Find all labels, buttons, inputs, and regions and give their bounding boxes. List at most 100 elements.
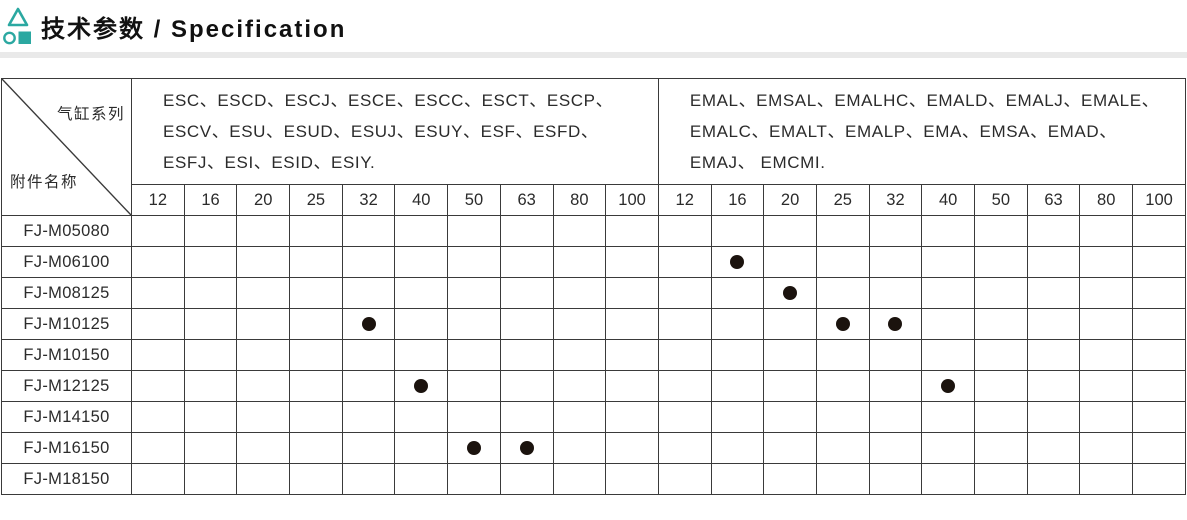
header-divider-strip (0, 52, 1187, 58)
cell-FJ-M14150-g2-80 (1079, 401, 1134, 433)
bore-size-header-g2-32: 32 (868, 184, 923, 216)
cell-FJ-M05080-g2-20 (763, 215, 817, 247)
bore-size-header-g1-40: 40 (394, 184, 449, 216)
cell-FJ-M06100-g2-16 (710, 246, 765, 278)
cell-FJ-M16150-g1-100 (605, 432, 659, 464)
cell-FJ-M14150-g1-50 (447, 401, 501, 433)
spec-row-FJ-M10150: FJ-M10150 (1, 339, 1186, 371)
cell-FJ-M16150-g1-12 (131, 432, 185, 464)
cell-FJ-M10125-g2-20 (763, 308, 817, 340)
cell-FJ-M10125-g1-32 (341, 308, 396, 340)
spec-row-FJ-M08125: FJ-M08125 (1, 277, 1186, 309)
cell-FJ-M06100-g2-100 (1132, 246, 1186, 278)
availability-dot (835, 316, 850, 331)
cell-FJ-M10150-g2-25 (815, 339, 870, 371)
cell-FJ-M05080-g1-50 (447, 215, 501, 247)
accessory-name: FJ-M12125 (1, 370, 132, 402)
cell-FJ-M16150-g2-16 (710, 432, 765, 464)
cell-FJ-M05080-g1-100 (605, 215, 659, 247)
cell-FJ-M12125-g1-16 (183, 370, 238, 402)
cell-FJ-M05080-g1-12 (131, 215, 185, 247)
cell-FJ-M18150-g2-25 (815, 463, 870, 495)
cell-FJ-M16150-g1-80 (552, 432, 607, 464)
cell-FJ-M08125-g2-16 (710, 277, 765, 309)
cell-FJ-M10125-g2-25 (815, 308, 870, 340)
cell-FJ-M18150-g1-80 (552, 463, 607, 495)
cell-FJ-M10150-g1-50 (447, 339, 501, 371)
cell-FJ-M06100-g2-32 (868, 246, 923, 278)
cell-FJ-M06100-g1-25 (289, 246, 343, 278)
cell-FJ-M18150-g1-50 (447, 463, 501, 495)
accessory-name: FJ-M10150 (1, 339, 132, 371)
cell-FJ-M18150-g2-40 (921, 463, 975, 495)
cell-FJ-M08125-g1-25 (289, 277, 343, 309)
availability-dot (941, 378, 956, 393)
cell-FJ-M10150-g2-40 (921, 339, 975, 371)
cell-FJ-M05080-g2-16 (710, 215, 765, 247)
cell-FJ-M08125-g1-16 (183, 277, 238, 309)
cell-FJ-M08125-g1-20 (236, 277, 291, 309)
cell-FJ-M10125-g1-25 (289, 308, 343, 340)
bore-size-header-g1-100: 100 (605, 184, 659, 216)
bore-size-header-g1-63: 63 (499, 184, 554, 216)
cell-FJ-M10125-g2-80 (1079, 308, 1134, 340)
availability-dot (888, 316, 903, 331)
cell-FJ-M14150-g1-16 (183, 401, 238, 433)
cell-FJ-M06100-g1-20 (236, 246, 291, 278)
cell-FJ-M10125-g1-80 (552, 308, 607, 340)
cell-FJ-M16150-g2-100 (1132, 432, 1186, 464)
cell-FJ-M08125-g2-20 (763, 277, 817, 309)
bore-size-header-g2-50: 50 (974, 184, 1028, 216)
cell-FJ-M06100-g1-32 (341, 246, 396, 278)
accessory-name: FJ-M10125 (1, 308, 132, 340)
cell-FJ-M12125-g1-40 (394, 370, 449, 402)
cell-FJ-M05080-g1-16 (183, 215, 238, 247)
cell-FJ-M05080-g1-20 (236, 215, 291, 247)
cell-FJ-M18150-g2-32 (868, 463, 923, 495)
cell-FJ-M10150-g1-63 (499, 339, 554, 371)
series-header-row: 气缸系列 附件名称 ESC、ESCD、ESCJ、ESCE、ESCC、ESCT、E… (1, 78, 1187, 216)
cell-FJ-M18150-g1-32 (341, 463, 396, 495)
cell-FJ-M05080-g1-25 (289, 215, 343, 247)
availability-dot (519, 440, 534, 455)
spec-table: 气缸系列 附件名称 ESC、ESCD、ESCJ、ESCE、ESCC、ESCT、E… (1, 78, 1187, 495)
cell-FJ-M16150-g2-32 (868, 432, 923, 464)
cell-FJ-M06100-g2-63 (1026, 246, 1081, 278)
cell-FJ-M18150-g2-100 (1132, 463, 1186, 495)
cell-FJ-M14150-g2-20 (763, 401, 817, 433)
cell-FJ-M10150-g1-100 (605, 339, 659, 371)
cell-FJ-M06100-g2-50 (974, 246, 1028, 278)
cell-FJ-M16150-g1-50 (447, 432, 501, 464)
cell-FJ-M12125-g1-32 (341, 370, 396, 402)
bore-size-header-g1-32: 32 (341, 184, 396, 216)
cell-FJ-M06100-g1-12 (131, 246, 185, 278)
cell-FJ-M12125-g2-20 (763, 370, 817, 402)
cell-FJ-M12125-g2-32 (868, 370, 923, 402)
availability-dot (361, 316, 376, 331)
cell-FJ-M10125-g1-100 (605, 308, 659, 340)
cell-FJ-M10150-g1-12 (131, 339, 185, 371)
bore-size-header-g1-80: 80 (552, 184, 607, 216)
accessory-name-label: 附件名称 (10, 174, 79, 191)
cell-FJ-M18150-g2-50 (974, 463, 1028, 495)
cell-FJ-M18150-g2-12 (657, 463, 712, 495)
cell-FJ-M12125-g1-25 (289, 370, 343, 402)
availability-dot (414, 378, 429, 393)
cell-FJ-M06100-g1-16 (183, 246, 238, 278)
bore-size-header-g2-80: 80 (1079, 184, 1134, 216)
cell-FJ-M18150-g2-63 (1026, 463, 1081, 495)
cell-FJ-M10150-g2-100 (1132, 339, 1186, 371)
cell-FJ-M10150-g1-25 (289, 339, 343, 371)
accessory-name: FJ-M08125 (1, 277, 132, 309)
cell-FJ-M10150-g2-12 (657, 339, 712, 371)
cell-FJ-M14150-g1-32 (341, 401, 396, 433)
cell-FJ-M05080-g2-12 (657, 215, 712, 247)
spec-row-FJ-M06100: FJ-M06100 (1, 246, 1186, 278)
cell-FJ-M08125-g1-100 (605, 277, 659, 309)
cell-FJ-M14150-g1-25 (289, 401, 343, 433)
spec-row-FJ-M05080: FJ-M05080 (1, 215, 1186, 247)
cell-FJ-M08125-g2-32 (868, 277, 923, 309)
cell-FJ-M10125-g2-16 (710, 308, 765, 340)
cell-FJ-M10150-g2-63 (1026, 339, 1081, 371)
page-title: 技术参数 / Specification (41, 16, 347, 43)
